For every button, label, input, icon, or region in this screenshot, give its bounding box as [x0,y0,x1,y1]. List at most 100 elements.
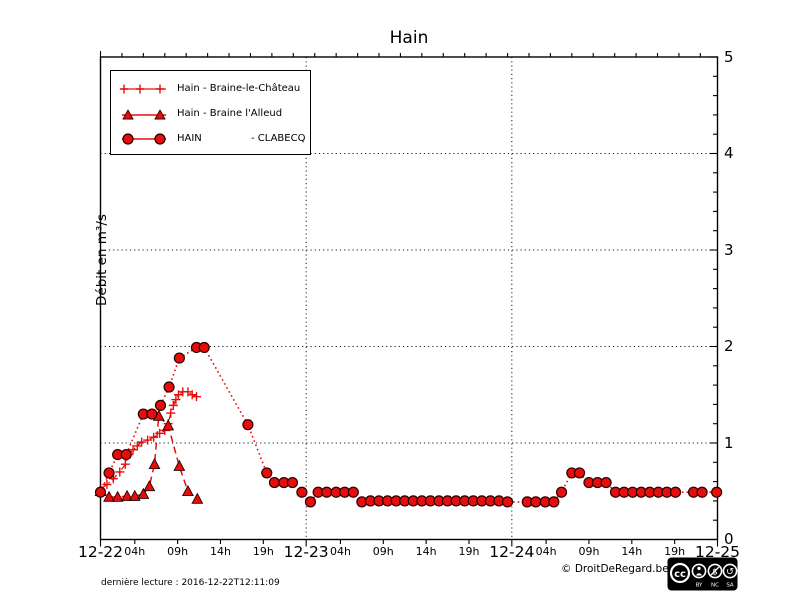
circle-marker [501,496,514,508]
x-hour-label: 09h [167,545,189,558]
circle-marker [711,486,723,498]
circle-marker [669,486,682,498]
legend-label: HAIN - CLABECQ [177,133,305,144]
plus-marker [120,459,130,469]
triangle-marker [162,419,175,431]
circle-marker [555,486,568,498]
plus-marker [168,400,178,410]
cc-logo-icon: cc [669,562,691,584]
cc-nc-icon: $ [707,563,723,579]
circle-marker [573,467,586,479]
cc-sa-label: SA [726,583,734,589]
plus-marker [143,435,153,445]
x-hour-label: 19h [458,545,480,558]
circle-marker [548,496,560,508]
circle-marker [103,467,115,479]
triangle-marker-line-icon [122,108,166,119]
legend-label-name: HAIN [177,133,202,144]
x-hour-label: 14h [209,545,231,558]
cc-by-label: BY [696,583,703,589]
triangle-marker [181,484,194,496]
plus-marker [187,390,197,400]
triangle-marker [143,480,156,492]
circle-marker [296,486,308,498]
x-date-label: 12-22 [77,543,124,561]
x-date-label: 12-23 [283,543,329,561]
triangle-marker [128,489,141,501]
triangle-marker [148,457,161,469]
series-line-circle [99,346,717,504]
circle-marker [530,496,542,508]
y-tick-label: 3 [724,240,734,259]
svg-text:$: $ [712,567,718,577]
plus-marker [191,392,201,402]
svg-text:↺: ↺ [726,567,734,578]
cc-nc-label: NC [711,583,719,589]
legend-label: Hain - Braine-le-Château [177,83,301,94]
svg-text:cc: cc [674,569,686,580]
circle-marker [154,399,167,411]
cc-by-icon [691,563,707,579]
circle-marker [347,486,359,498]
circle-marker [268,476,281,489]
footer-timestamps: dernière lecture : 2016-12-22T12:11:09 d… [101,557,280,600]
x-hour-label: 14h [621,545,643,558]
x-hour-label: 04h [124,545,146,558]
plus-marker [171,395,181,405]
cc-license-badge: cc $ ↺ BY NC SA [667,557,738,591]
series-line-plus [100,391,197,490]
plus-marker [102,479,112,489]
legend-item-clabecq: HAIN - CLABECQ [111,126,310,151]
x-hour-label: 04h [329,545,351,558]
triangle-marker [173,459,186,471]
legend-label-suffix: - CLABECQ [251,133,306,144]
x-hour-label: 09h [372,545,394,558]
last-reading-text: dernière lecture : 2016-12-22T12:11:09 [101,578,280,588]
plus-marker [128,445,138,455]
x-date-label: 12-24 [489,543,535,561]
legend-label: Hain - Braine l'Alleud [177,108,283,119]
plus-marker-line-icon [120,84,166,93]
y-tick-label: 0 [724,530,734,548]
circle-marker [286,476,299,489]
plot-frame [99,56,719,541]
triangle-marker [103,490,116,502]
y-tick-label: 4 [724,144,734,162]
triangle-marker [137,487,150,499]
x-hour-label: 19h [664,545,686,558]
circle-marker-line-icon [122,132,166,145]
circle-marker [198,341,210,354]
circle-marker [600,476,612,489]
plus-marker [166,408,176,418]
circle-marker [321,486,333,498]
triangle-marker [111,490,124,502]
plus-marker [115,467,125,477]
cc-sa-icon: ↺ [722,563,738,579]
legend-item-braine-le-chateau: Hain - Braine-le-Château [111,76,310,101]
plus-marker [137,437,147,447]
circle-marker [146,408,158,420]
triangle-marker [121,489,134,501]
x-date-label: 12-25 [694,543,741,561]
chart-title: Hain [389,28,429,48]
circle-marker [173,352,185,364]
x-hour-label: 04h [535,545,557,558]
x-hour-label: 09h [578,545,600,558]
legend-item-braine-l-alleud: Hain - Braine l'Alleud [111,101,310,126]
y-tick-label: 2 [724,337,734,355]
y-tick-label: 5 [724,47,734,66]
y-tick-label: 1 [724,433,734,452]
circle-marker [242,419,254,431]
circle-marker [120,448,132,461]
x-hour-label: 14h [415,545,437,558]
circle-marker [696,486,708,498]
legend: Hain - Braine-le-Château Hain - Braine l… [110,70,311,155]
copyright-text: © DroitDeRegard.be [561,563,669,575]
circle-marker [261,467,273,479]
circle-marker [94,486,107,498]
circle-marker [163,381,175,393]
x-hour-label: 19h [252,545,274,558]
plus-marker [132,441,142,451]
triangle-marker [191,492,204,504]
